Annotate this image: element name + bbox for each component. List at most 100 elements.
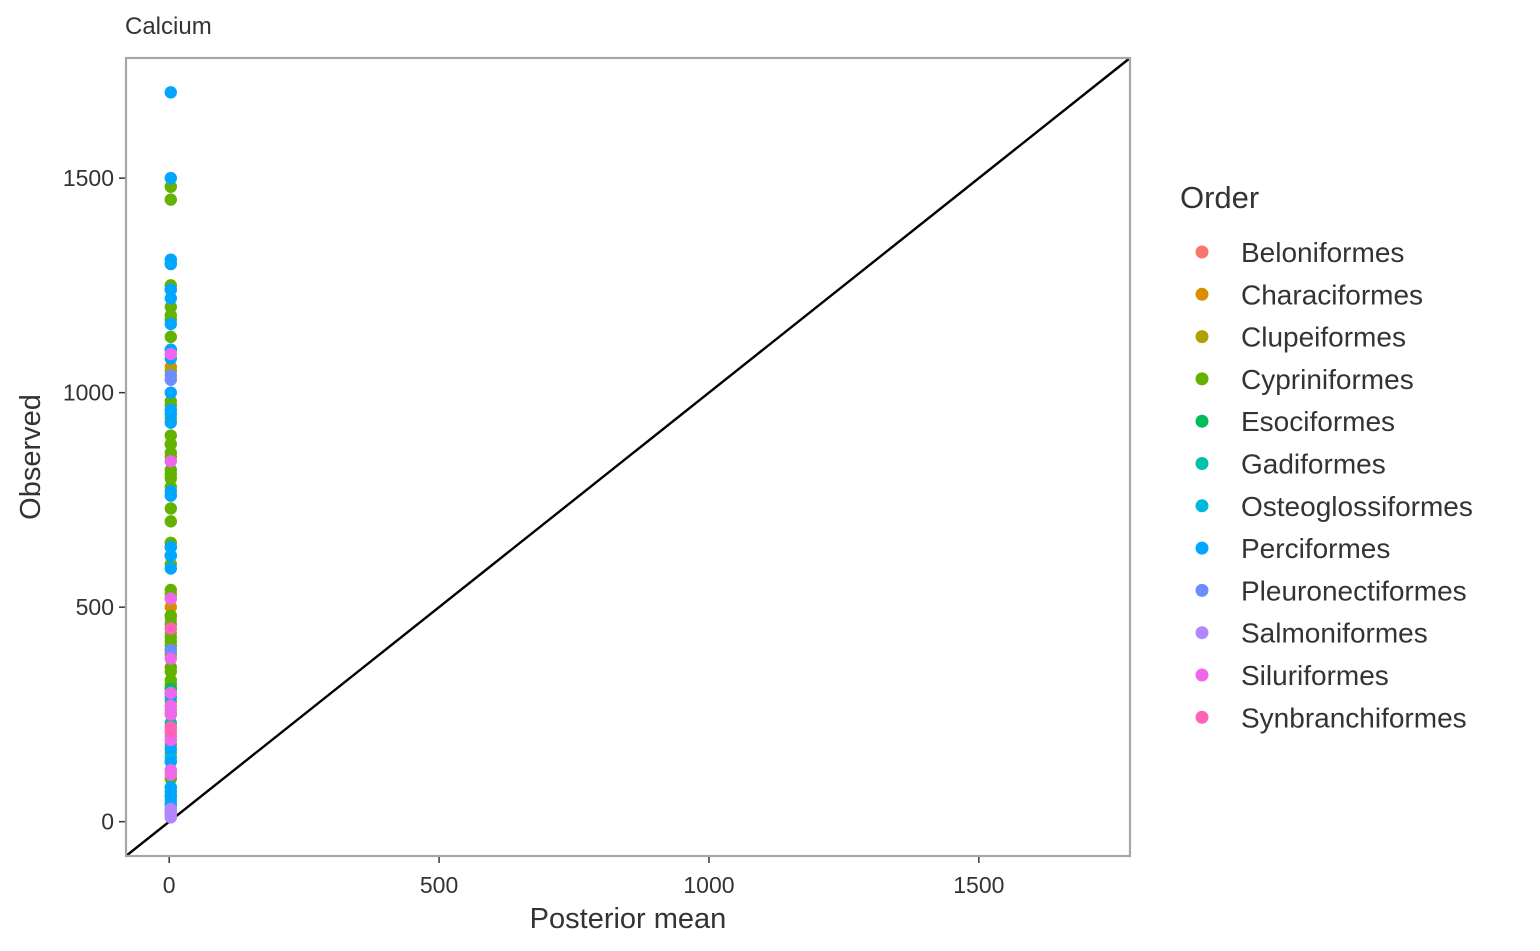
y-tick-label: 0 — [101, 809, 114, 835]
legend-label: Esociformes — [1241, 406, 1395, 437]
data-point — [164, 283, 178, 296]
legend-title: Order — [1180, 180, 1259, 215]
legend-key — [1195, 541, 1209, 555]
data-point — [164, 540, 178, 554]
y-axis-ticks: 0 500 1000 1500 — [63, 165, 126, 835]
y-tick-label: 1500 — [63, 165, 114, 191]
data-point — [164, 373, 178, 386]
legend-key — [1195, 372, 1209, 386]
data-point — [164, 180, 178, 193]
data-point — [164, 562, 178, 575]
plot-panel-border — [124, 56, 1132, 858]
legend-label: Gadiformes — [1241, 449, 1386, 480]
data-point — [164, 665, 178, 678]
legend-item: Perciformes — [1195, 533, 1390, 564]
chart-title: Calcium — [125, 13, 212, 40]
legend-key — [1195, 626, 1209, 640]
data-point — [164, 515, 178, 528]
data-point — [164, 708, 178, 721]
legend-item: Salmoniformes — [1195, 618, 1428, 649]
legend-entries: Beloniformes Characiformes Clupeiformes Cyp… — [1195, 237, 1473, 733]
data-point — [164, 699, 178, 713]
data-point — [164, 502, 178, 515]
x-tick-label: 0 — [163, 872, 176, 898]
series-synbranchiformes — [164, 622, 178, 738]
data-point — [164, 622, 178, 635]
x-axis-label: Posterior mean — [530, 903, 727, 935]
identity-reference-line — [125, 57, 1131, 857]
legend-label: Cypriniformes — [1241, 364, 1414, 395]
legend-item: Pleuronectiformes — [1195, 575, 1467, 606]
data-point — [164, 347, 178, 361]
data-point — [164, 193, 178, 206]
legend-item: Siluriformes — [1195, 660, 1389, 691]
legend-key — [1195, 330, 1209, 344]
data-point — [164, 811, 178, 824]
legend-label: Beloniformes — [1241, 237, 1404, 268]
legend-label: Osteoglossiformes — [1241, 491, 1473, 522]
data-point — [164, 686, 178, 700]
data-point — [164, 86, 178, 99]
data-point — [164, 330, 178, 344]
legend-key — [1195, 710, 1209, 724]
y-tick-label: 500 — [76, 594, 114, 620]
legend-label: Characiformes — [1241, 279, 1423, 310]
legend-item: Gadiformes — [1195, 449, 1386, 480]
data-point — [164, 455, 178, 468]
legend-key — [1195, 287, 1209, 301]
data-point — [164, 768, 178, 781]
data-point — [164, 472, 178, 485]
y-tick-label: 1000 — [63, 380, 114, 406]
legend-key — [1195, 457, 1209, 470]
data-point — [164, 592, 178, 605]
data-point — [164, 549, 178, 562]
legend-item: Esociformes — [1195, 406, 1395, 437]
data-point — [164, 416, 178, 429]
data-point — [164, 437, 178, 451]
legend-key — [1195, 245, 1209, 259]
data-point — [164, 755, 178, 768]
data-point — [164, 609, 178, 622]
series-perciformes — [164, 86, 178, 811]
data-point — [164, 725, 178, 738]
data-point — [164, 489, 178, 502]
data-point — [164, 407, 178, 421]
data-point — [164, 652, 178, 665]
data-point — [164, 317, 178, 331]
data-point — [164, 429, 178, 442]
y-axis-label: Observed — [15, 394, 47, 520]
legend-item: Clupeiformes — [1195, 322, 1406, 353]
legend-label: Synbranchiformes — [1241, 702, 1467, 733]
data-point — [164, 257, 178, 271]
series-pleuronectiformes — [164, 369, 178, 657]
legend-key — [1195, 583, 1209, 597]
legend-label: Pleuronectiformes — [1241, 575, 1467, 606]
x-tick-label: 500 — [420, 872, 458, 898]
data-point — [164, 742, 178, 755]
data-point — [164, 733, 178, 747]
legend-item: Beloniformes — [1195, 237, 1404, 268]
legend-key — [1195, 414, 1209, 428]
data-point — [164, 292, 178, 305]
legend-label: Salmoniformes — [1241, 618, 1428, 649]
data-point — [164, 600, 178, 614]
data-points — [164, 86, 178, 824]
legend-label: Clupeiformes — [1241, 322, 1406, 353]
series-siluriformes — [164, 347, 178, 781]
data-point — [164, 171, 178, 185]
legend-label: Siluriformes — [1241, 660, 1389, 691]
legend-item: Characiformes — [1195, 279, 1423, 310]
legend-key — [1195, 668, 1209, 682]
legend-item: Osteoglossiformes — [1195, 491, 1473, 522]
legend-label: Perciformes — [1241, 533, 1390, 564]
data-point — [164, 789, 178, 803]
legend: Order Beloniformes Characiformes Clupeifor… — [1180, 180, 1473, 733]
x-tick-label: 1000 — [683, 872, 734, 898]
x-tick-label: 1500 — [953, 872, 1004, 898]
legend-item: Cypriniformes — [1195, 364, 1414, 395]
x-axis-ticks: 0 500 1000 1500 — [163, 856, 1004, 898]
legend-item: Synbranchiformes — [1195, 702, 1467, 733]
series-salmoniformes — [164, 802, 178, 824]
data-point — [164, 643, 178, 657]
